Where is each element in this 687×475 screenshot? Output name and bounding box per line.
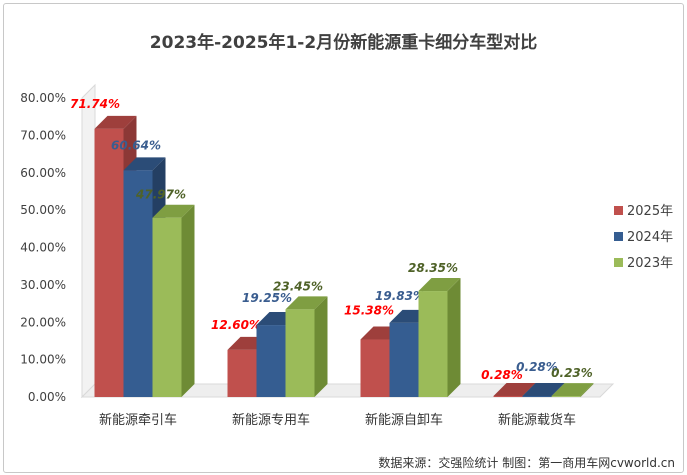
data-label: 12.60%	[211, 318, 261, 332]
bar	[94, 128, 124, 397]
data-label: 0.23%	[551, 366, 593, 380]
legend-swatch	[614, 232, 623, 241]
y-tick-label: 0.00%	[28, 390, 66, 404]
bar-side	[181, 204, 195, 397]
bar-top	[551, 383, 594, 397]
bar	[418, 291, 448, 397]
side-wall	[81, 83, 96, 399]
x-tick-label: 新能源专用车	[232, 412, 310, 428]
y-tick-label: 40.00%	[20, 241, 66, 255]
bar-top	[94, 115, 137, 129]
data-label: 28.35%	[408, 261, 458, 275]
y-tick-label: 20.00%	[20, 315, 66, 329]
data-label: 47.97%	[135, 188, 186, 202]
bar-top	[418, 278, 461, 292]
y-tick-label: 70.00%	[20, 128, 66, 142]
legend-entry: 2025年	[627, 204, 673, 219]
bar-side	[580, 383, 594, 397]
data-label: 19.83%	[375, 289, 425, 303]
bar	[256, 325, 286, 397]
bar-top	[285, 296, 328, 310]
legend-entry: 2023年	[627, 256, 673, 271]
data-label: 23.45%	[273, 279, 323, 293]
y-tick-label: 30.00%	[20, 278, 66, 292]
bar	[522, 395, 552, 397]
bar	[123, 170, 153, 397]
bar-top	[123, 157, 166, 171]
data-label: 15.38%	[344, 304, 394, 318]
chart-title: 2023年-2025年1-2月份新能源重卡细分车型对比	[149, 33, 538, 53]
bar	[285, 309, 315, 397]
y-tick-label: 10.00%	[20, 353, 66, 367]
bar-top	[152, 204, 195, 218]
bar-top	[522, 382, 565, 396]
bar	[360, 339, 390, 397]
bar-side	[447, 278, 461, 397]
legend-swatch	[614, 206, 623, 215]
chart-frame	[3, 3, 684, 473]
legend-entry: 2024年	[627, 230, 673, 245]
bar	[152, 217, 182, 397]
bar-side	[314, 296, 328, 397]
source-note: 数据来源：交强险统计 制图：第一商用车网cvworld.cn	[378, 456, 675, 470]
y-tick-label: 60.00%	[20, 166, 66, 180]
data-label: 71.74%	[70, 97, 120, 111]
bar	[389, 322, 419, 397]
bar	[551, 396, 581, 397]
bar	[227, 349, 257, 397]
y-tick-label: 80.00%	[20, 91, 66, 105]
data-label: 0.28%	[481, 368, 523, 382]
x-tick-label: 新能源自卸车	[365, 412, 443, 428]
x-tick-label: 新能源牵引车	[99, 412, 177, 428]
legend-swatch	[614, 258, 623, 267]
data-label: 60.64%	[111, 138, 161, 152]
bar-top	[493, 382, 536, 396]
x-tick-label: 新能源载货车	[498, 412, 576, 428]
bar	[493, 395, 523, 397]
y-tick-label: 50.00%	[20, 203, 66, 217]
data-label: 0.28%	[516, 360, 558, 374]
data-label: 19.25%	[242, 291, 292, 305]
